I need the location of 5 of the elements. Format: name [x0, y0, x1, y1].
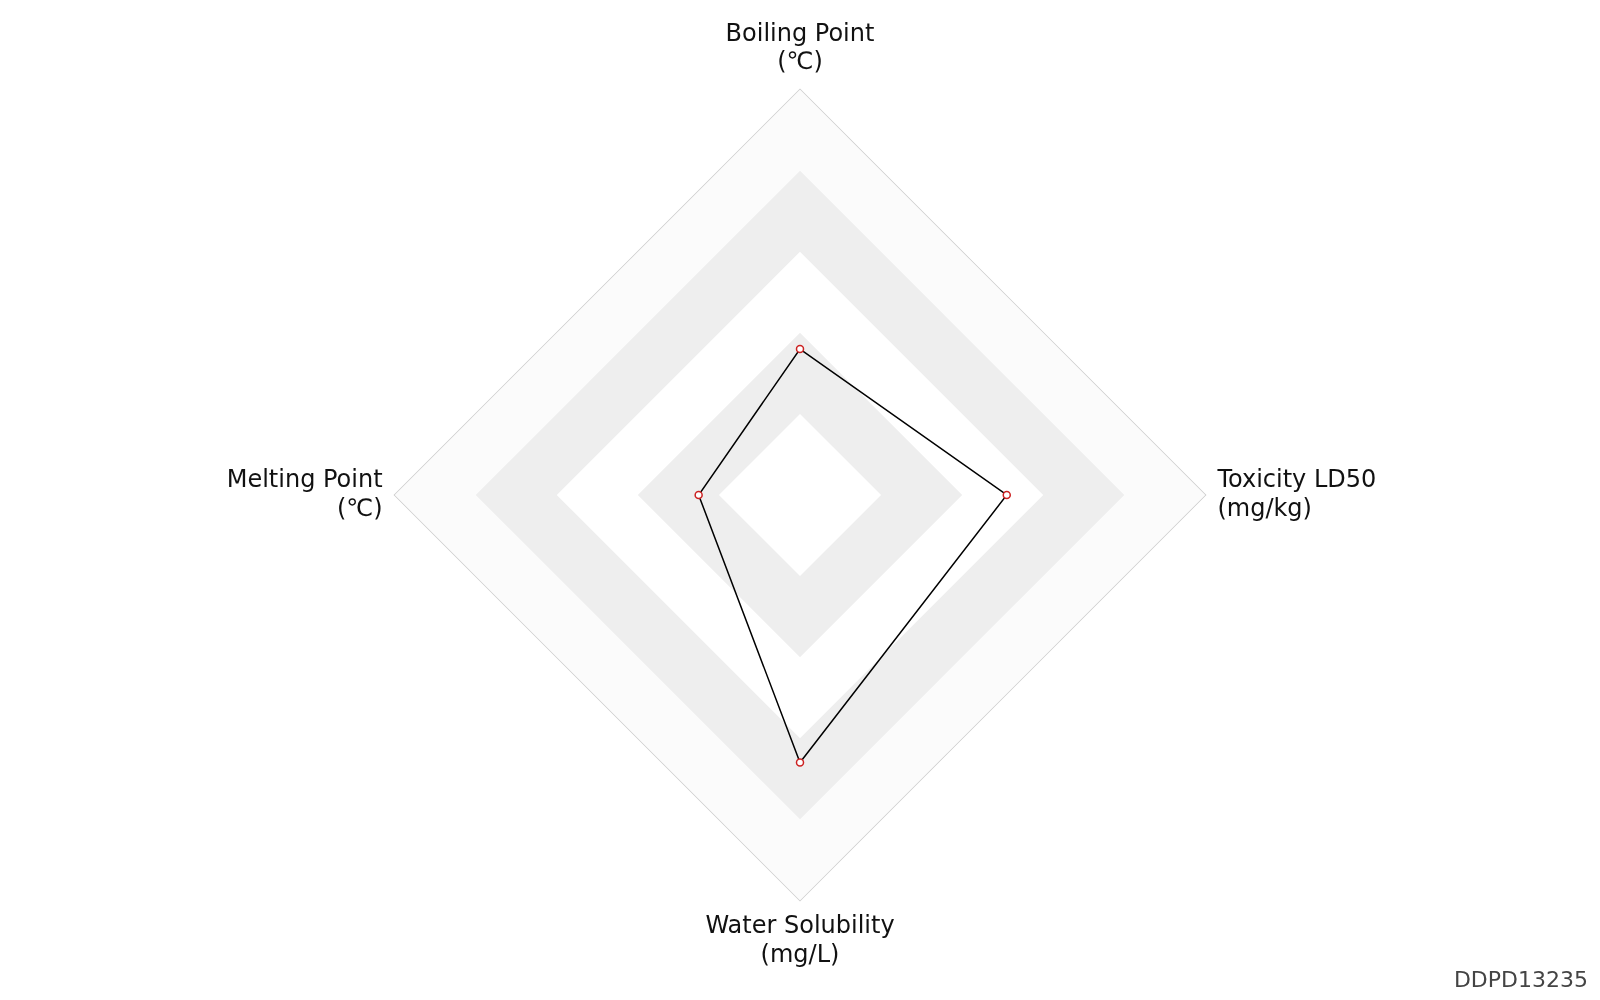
spoke-label: Water Solubility (mg/L)	[705, 911, 895, 968]
spoke-label: Boiling Point (℃)	[725, 18, 875, 76]
spoke-label: Toxicity LD50 (mg/kg)	[1216, 464, 1377, 522]
spoke-label: Melting Point (℃)	[226, 464, 383, 522]
text: DDPD13235	[1453, 966, 1588, 992]
